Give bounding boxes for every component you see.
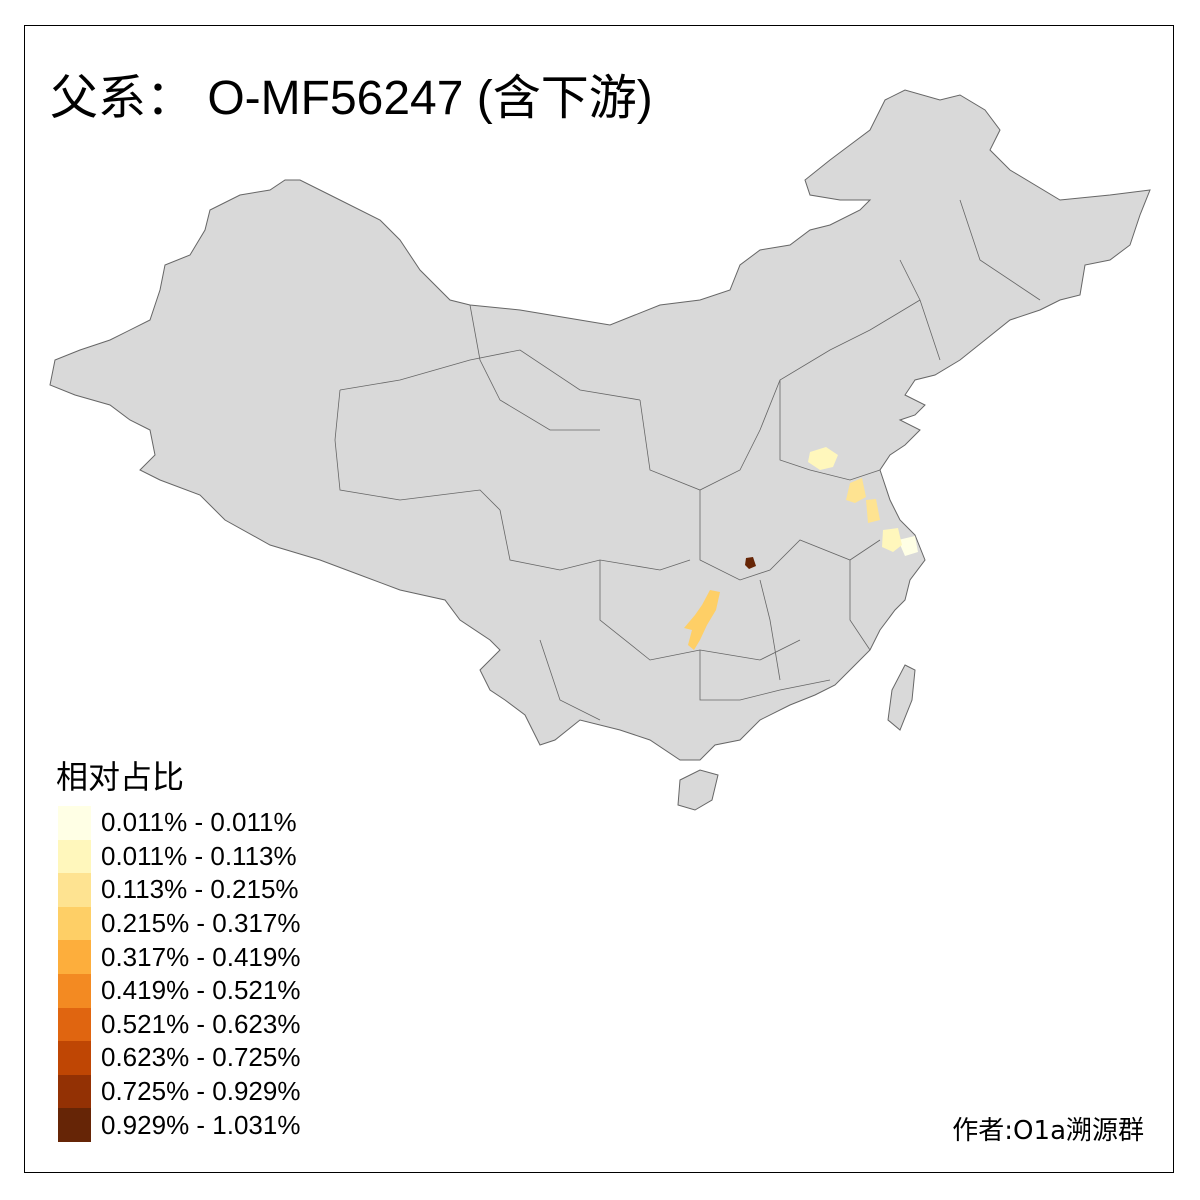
legend-label: 0.623% - 0.725% <box>101 1042 301 1073</box>
region-bin-1 <box>898 536 918 556</box>
legend-swatch <box>58 1041 91 1075</box>
legend-swatch <box>58 973 91 1008</box>
region-bin-4 <box>684 590 720 650</box>
legend-label: 0.011% - 0.011% <box>101 807 297 838</box>
region-bin-3b <box>866 499 880 523</box>
legend-item: 0.419% - 0.521% <box>58 973 301 1008</box>
province-borders <box>334 199 1041 721</box>
legend-item: 0.521% - 0.623% <box>58 1007 301 1042</box>
legend-label: 0.317% - 0.419% <box>101 941 301 972</box>
legend-label: 0.419% - 0.521% <box>101 975 301 1006</box>
legend-item: 0.623% - 0.725% <box>58 1041 300 1075</box>
legend-swatch <box>58 873 91 907</box>
hainan <box>677 769 719 811</box>
legend-label: 0.725% - 0.929% <box>101 1076 301 1107</box>
legend-swatch <box>58 1007 91 1042</box>
mainland-outline <box>49 89 1151 761</box>
legend-swatch <box>58 1074 91 1109</box>
legend-label: 0.113% - 0.215% <box>101 874 299 905</box>
map-title: 父系： O-MF56247 (含下游) <box>50 72 653 125</box>
legend-swatch <box>58 806 91 840</box>
legend-label: 0.521% - 0.623% <box>101 1008 301 1039</box>
region-bin-2 <box>808 447 838 470</box>
legend: 0.011% - 0.011% 0.011% - 0.113% 0.113% - 0… <box>58 806 300 1142</box>
author-credit: 作者:O1a溯源群 <box>952 1116 1144 1146</box>
plot-frame <box>24 25 1174 1173</box>
region-bin-2b <box>882 528 902 552</box>
legend-item: 0.011% - 0.011% <box>58 806 300 840</box>
legend-item: 0.113% - 0.215% <box>58 873 300 907</box>
legend-item: 0.011% - 0.113% <box>58 839 300 874</box>
highlighted-regions <box>684 447 918 650</box>
legend-swatch <box>58 839 91 874</box>
legend-label: 0.215% - 0.317% <box>101 908 301 939</box>
legend-swatch <box>58 1108 91 1142</box>
legend-item: 0.215% - 0.317% <box>58 906 301 941</box>
legend-swatch <box>58 940 91 974</box>
legend-item: 0.725% - 0.929% <box>58 1074 301 1109</box>
legend-label: 0.929% - 1.031% <box>101 1109 301 1140</box>
region-bin-10 <box>745 557 756 569</box>
legend-swatch <box>58 906 91 941</box>
legend-label: 0.011% - 0.113% <box>101 840 297 871</box>
legend-item: 0.317% - 0.419% <box>58 940 300 974</box>
region-bin-3 <box>846 478 866 503</box>
legend-title: 相对占比 <box>56 758 185 796</box>
taiwan <box>887 664 916 731</box>
legend-item: 0.929% - 1.031% <box>58 1108 300 1142</box>
